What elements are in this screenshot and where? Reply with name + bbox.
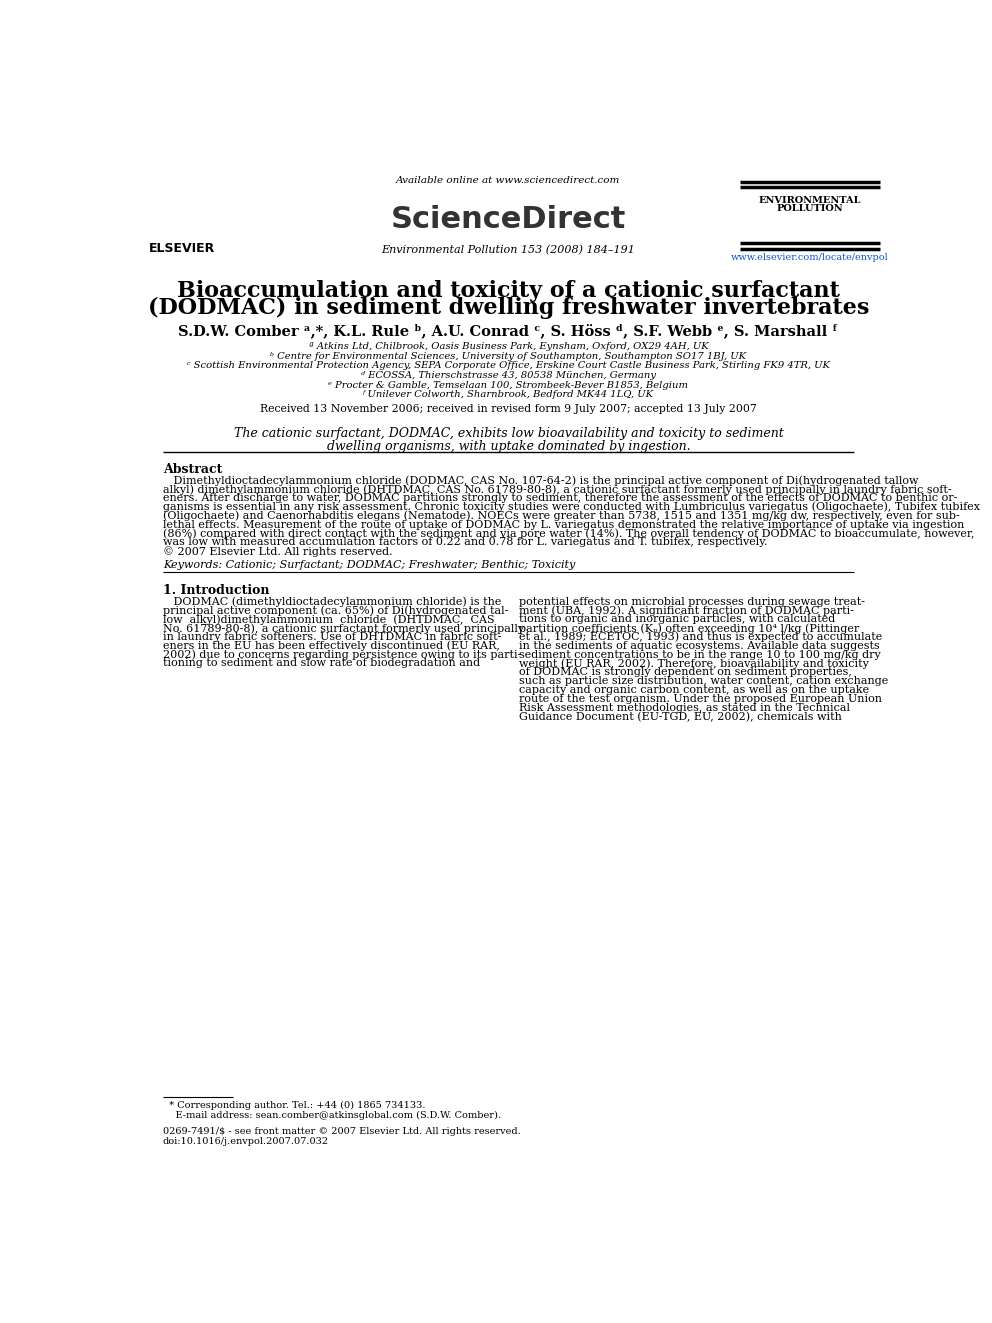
Text: ScienceDirect: ScienceDirect: [391, 205, 626, 234]
Text: et al., 1989; ECETOC, 1993) and thus is expected to accumulate: et al., 1989; ECETOC, 1993) and thus is …: [519, 632, 883, 643]
Text: tioning to sediment and slow rate of biodegradation and: tioning to sediment and slow rate of bio…: [163, 659, 480, 668]
Text: Abstract: Abstract: [163, 463, 222, 476]
Text: Dimethyldioctadecylammonium chloride (DODMAC, CAS No. 107-64-2) is the principal: Dimethyldioctadecylammonium chloride (DO…: [163, 475, 919, 486]
Text: sediment concentrations to be in the range 10 to 100 mg/kg dry: sediment concentrations to be in the ran…: [519, 650, 881, 660]
Text: DODMAC (dimethyldioctadecylammonium chloride) is the: DODMAC (dimethyldioctadecylammonium chlo…: [163, 597, 501, 607]
Text: route of the test organism. Under the proposed European Union: route of the test organism. Under the pr…: [519, 693, 882, 704]
Text: in the sediments of aquatic ecosystems. Available data suggests: in the sediments of aquatic ecosystems. …: [519, 640, 880, 651]
Text: No. 61789-80-8), a cationic surfactant formerly used principally: No. 61789-80-8), a cationic surfactant f…: [163, 623, 524, 634]
Text: POLLUTION: POLLUTION: [777, 204, 843, 213]
Text: weight (EU RAR, 2002). Therefore, bioavailability and toxicity: weight (EU RAR, 2002). Therefore, bioava…: [519, 659, 869, 669]
Text: E-mail address: sean.comber@atkinsglobal.com (S.D.W. Comber).: E-mail address: sean.comber@atkinsglobal…: [163, 1110, 501, 1119]
Text: ENVIRONMENTAL: ENVIRONMENTAL: [759, 196, 861, 205]
Text: * Corresponding author. Tel.: +44 (0) 1865 734133.: * Corresponding author. Tel.: +44 (0) 18…: [163, 1101, 426, 1110]
Text: doi:10.1016/j.envpol.2007.07.032: doi:10.1016/j.envpol.2007.07.032: [163, 1136, 329, 1146]
Text: 0269-7491/$ - see front matter © 2007 Elsevier Ltd. All rights reserved.: 0269-7491/$ - see front matter © 2007 El…: [163, 1127, 521, 1136]
Text: The cationic surfactant, DODMAC, exhibits low bioavailability and toxicity to se: The cationic surfactant, DODMAC, exhibit…: [233, 427, 784, 441]
Text: lethal effects. Measurement of the route of uptake of DODMAC by L. variegatus de: lethal effects. Measurement of the route…: [163, 520, 964, 529]
Text: Available online at www.sciencedirect.com: Available online at www.sciencedirect.co…: [396, 176, 621, 185]
Text: dwelling organisms, with uptake dominated by ingestion.: dwelling organisms, with uptake dominate…: [326, 439, 690, 452]
Text: eners in the EU has been effectively discontinued (EU RAR,: eners in the EU has been effectively dis…: [163, 640, 500, 651]
Text: potential effects on microbial processes during sewage treat-: potential effects on microbial processes…: [519, 597, 865, 606]
Text: such as particle size distribution, water content, cation exchange: such as particle size distribution, wate…: [519, 676, 889, 687]
Text: Bioaccumulation and toxicity of a cationic surfactant: Bioaccumulation and toxicity of a cation…: [177, 280, 840, 303]
Text: ª Atkins Ltd, Chilbrook, Oasis Business Park, Eynsham, Oxford, OX29 4AH, UK: ª Atkins Ltd, Chilbrook, Oasis Business …: [309, 343, 708, 351]
Text: www.elsevier.com/locate/envpol: www.elsevier.com/locate/envpol: [731, 253, 889, 262]
Text: S.D.W. Comber ᵃ,*, K.L. Rule ᵇ, A.U. Conrad ᶜ, S. Höss ᵈ, S.F. Webb ᵉ, S. Marsha: S.D.W. Comber ᵃ,*, K.L. Rule ᵇ, A.U. Con…: [179, 324, 838, 339]
Text: low  alkyl)dimethylammonium  chloride  (DHTDMAC,  CAS: low alkyl)dimethylammonium chloride (DHT…: [163, 614, 494, 624]
Text: principal active component (ca. 65%) of Di(hydrogenated tal-: principal active component (ca. 65%) of …: [163, 606, 508, 617]
Text: 1. Introduction: 1. Introduction: [163, 585, 269, 597]
Text: tions to organic and inorganic particles, with calculated: tions to organic and inorganic particles…: [519, 614, 835, 624]
Text: (86%) compared with direct contact with the sediment and via pore water (14%). T: (86%) compared with direct contact with …: [163, 528, 974, 538]
Text: ganisms is essential in any risk assessment. Chronic toxicity studies were condu: ganisms is essential in any risk assessm…: [163, 501, 980, 512]
Text: was low with measured accumulation factors of 0.22 and 0.78 for L. variegatus an: was low with measured accumulation facto…: [163, 537, 767, 548]
Text: ᵈ ECOSSA, Thierschstrasse 43, 80538 München, Germany: ᵈ ECOSSA, Thierschstrasse 43, 80538 Münc…: [361, 370, 656, 380]
Text: partition coefficients (Kₚ) often exceeding 10⁴ l/kg (Pittinger: partition coefficients (Kₚ) often exceed…: [519, 623, 859, 634]
Text: of DODMAC is strongly dependent on sediment properties,: of DODMAC is strongly dependent on sedim…: [519, 667, 852, 677]
Text: 2002) due to concerns regarding persistence owing to its parti-: 2002) due to concerns regarding persiste…: [163, 650, 521, 660]
Text: Received 13 November 2006; received in revised form 9 July 2007; accepted 13 Jul: Received 13 November 2006; received in r…: [260, 405, 757, 414]
Text: Keywords: Cationic; Surfactant; DODMAC; Freshwater; Benthic; Toxicity: Keywords: Cationic; Surfactant; DODMAC; …: [163, 560, 575, 569]
Text: ᵉ Procter & Gamble, Temselaan 100, Strombeek-Bever B1853, Belgium: ᵉ Procter & Gamble, Temselaan 100, Strom…: [328, 381, 688, 389]
Text: ment (UBA, 1992). A significant fraction of DODMAC parti-: ment (UBA, 1992). A significant fraction…: [519, 606, 854, 617]
Text: Risk Assessment methodologies, as stated in the Technical: Risk Assessment methodologies, as stated…: [519, 703, 850, 713]
Text: (Oligochaete) and Caenorhabditis elegans (Nematode). NOECs were greater than 573: (Oligochaete) and Caenorhabditis elegans…: [163, 511, 959, 521]
Text: alkyl) dimethylammonium chloride (DHTDMAC, CAS No. 61789-80-8), a cationic surfa: alkyl) dimethylammonium chloride (DHTDMA…: [163, 484, 951, 495]
Text: ᶜ Scottish Environmental Protection Agency, SEPA Corporate Office, Erskine Court: ᶜ Scottish Environmental Protection Agen…: [186, 361, 830, 370]
Text: in laundry fabric softeners. Use of DHTDMAC in fabric soft-: in laundry fabric softeners. Use of DHTD…: [163, 632, 501, 642]
Text: ELSEVIER: ELSEVIER: [149, 242, 215, 255]
Text: (DODMAC) in sediment dwelling freshwater invertebrates: (DODMAC) in sediment dwelling freshwater…: [148, 298, 869, 319]
Text: Guidance Document (EU-TGD, EU, 2002), chemicals with: Guidance Document (EU-TGD, EU, 2002), ch…: [519, 712, 842, 722]
Text: ᶠ Unilever Colworth, Sharnbrook, Bedford MK44 1LQ, UK: ᶠ Unilever Colworth, Sharnbrook, Bedford…: [363, 390, 654, 400]
Text: capacity and organic carbon content, as well as on the uptake: capacity and organic carbon content, as …: [519, 685, 869, 695]
Text: eners. After discharge to water, DODMAC partitions strongly to sediment, therefo: eners. After discharge to water, DODMAC …: [163, 493, 957, 503]
Text: ᵇ Centre for Environmental Sciences, University of Southampton, Southampton SO17: ᵇ Centre for Environmental Sciences, Uni…: [271, 352, 746, 361]
Text: Environmental Pollution 153 (2008) 184–191: Environmental Pollution 153 (2008) 184–1…: [382, 245, 635, 255]
Text: © 2007 Elsevier Ltd. All rights reserved.: © 2007 Elsevier Ltd. All rights reserved…: [163, 546, 393, 557]
